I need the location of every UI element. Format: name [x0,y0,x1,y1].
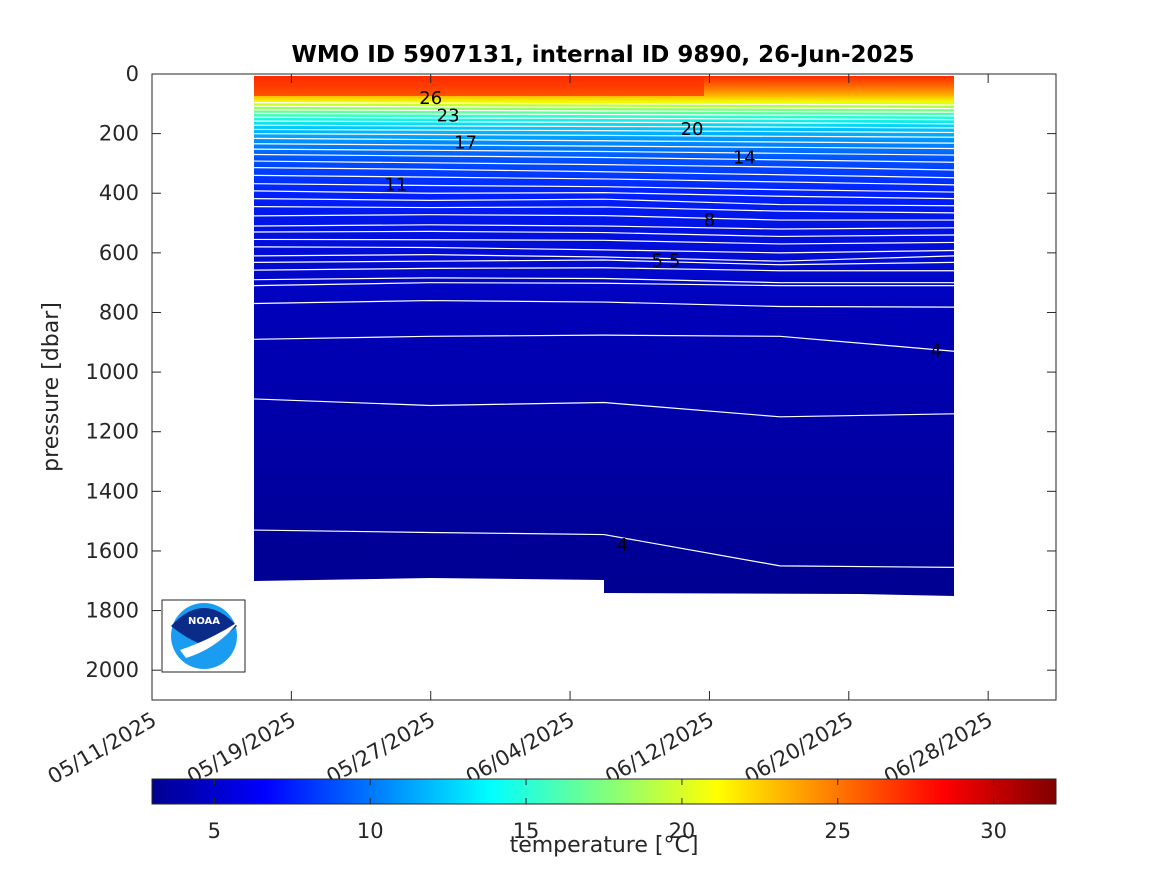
contour-line [253,124,955,129]
contour-line [253,105,955,110]
contour-line [253,238,955,245]
contour-line [253,254,955,262]
contour-line [253,128,955,134]
y-tick-label: 0 [126,62,139,86]
y-axis-label: pressure [dbar] [39,302,64,472]
contour-line [253,112,955,117]
contour-line [253,230,955,238]
colorbar-tick-label: 30 [980,819,1007,843]
chart-title: WMO ID 5907131, internal ID 9890, 26-Jun… [291,42,914,68]
x-tick-label: 05/27/2025 [322,708,439,789]
contour-line [253,259,955,266]
svg-text:NOAA: NOAA [188,616,220,627]
contour-label: 5 [669,250,680,271]
contour-line [253,282,954,287]
contour-line [253,206,955,214]
contour-line [253,102,955,106]
colorbar-tick-label: 20 [669,819,696,843]
y-ticks: 0 200 400 600 800 1000 1200 1400 1600 1800 2000 [86,62,1056,682]
contour-line [253,137,955,144]
contour-line [253,120,955,125]
contour-label: 11 [384,174,407,195]
contour-line [253,334,955,352]
contour-line [253,109,955,113]
y-tick-label: 1000 [86,360,139,384]
colorbar-tick-label: 25 [824,819,851,843]
contour-line [253,183,955,193]
temperature-field [254,76,954,596]
y-tick-label: 1400 [86,479,139,503]
contour-line [253,277,954,284]
contour-label: 23 [437,106,460,127]
x-tick-label: 06/04/2025 [462,708,579,789]
contour-line [253,133,955,138]
contour-label: 26 [419,88,442,109]
contour-label: 20 [681,119,704,140]
contour-lines [253,102,955,568]
contour-line [253,529,955,568]
x-tick-label: 06/20/2025 [740,708,857,789]
y-tick-label: 1800 [86,599,139,623]
contour-line [253,299,955,308]
contour-label: 4 [617,535,628,556]
x-tick-label: 06/28/2025 [880,708,997,789]
y-tick-label: 600 [99,241,139,265]
y-tick-label: 400 [99,181,139,205]
contour-line [253,398,955,418]
contour-line [253,190,955,200]
y-tick-label: 800 [99,300,139,324]
colorbar-tick-label: 5 [208,819,221,843]
y-tick-label: 2000 [86,658,139,682]
noaa-logo: NOAA [161,599,246,673]
contour-line [253,143,955,150]
contour-line [253,224,955,230]
y-tick-label: 1600 [86,539,139,563]
contour-line [253,246,955,254]
contour-line [253,148,955,156]
colorbar-ticks: 5 10 15 20 25 30 [208,779,1007,843]
contour-line [253,167,955,179]
contour-line [253,160,955,171]
y-tick-label: 1200 [86,420,139,444]
contour-line [253,174,955,186]
surface-warm-layer [254,76,704,96]
colorbar-tick-label: 15 [513,819,540,843]
y-tick-label: 200 [99,122,139,146]
contour-line [253,214,954,221]
x-tick-label: 05/19/2025 [183,708,300,789]
contour-line [253,198,955,207]
contour-line [253,153,955,163]
contour-line [253,116,955,121]
contour-label: 5 [651,250,662,271]
contour-label: 4 [930,341,941,362]
colorbar-tick-label: 10 [357,819,384,843]
contour-label: 17 [454,133,477,154]
colorbar [151,778,1057,805]
colorbar-label: temperature [°C] [510,833,699,858]
x-tick-label: 06/12/2025 [601,708,718,789]
contour-label: 8 [704,210,715,231]
contour-line [253,267,954,272]
x-tick-label: 05/11/2025 [44,708,161,789]
contour-label: 14 [733,147,756,168]
